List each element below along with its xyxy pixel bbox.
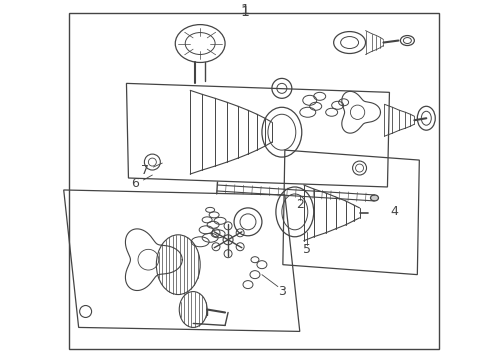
Text: 7: 7 xyxy=(142,163,149,176)
Ellipse shape xyxy=(370,195,378,201)
Text: 1: 1 xyxy=(241,5,249,19)
Text: 1: 1 xyxy=(241,3,249,17)
Text: 6: 6 xyxy=(131,177,139,190)
Text: 3: 3 xyxy=(278,285,286,298)
Text: 2: 2 xyxy=(296,198,304,211)
Circle shape xyxy=(223,235,233,245)
Text: 5: 5 xyxy=(303,243,311,256)
Text: 4: 4 xyxy=(391,205,398,219)
